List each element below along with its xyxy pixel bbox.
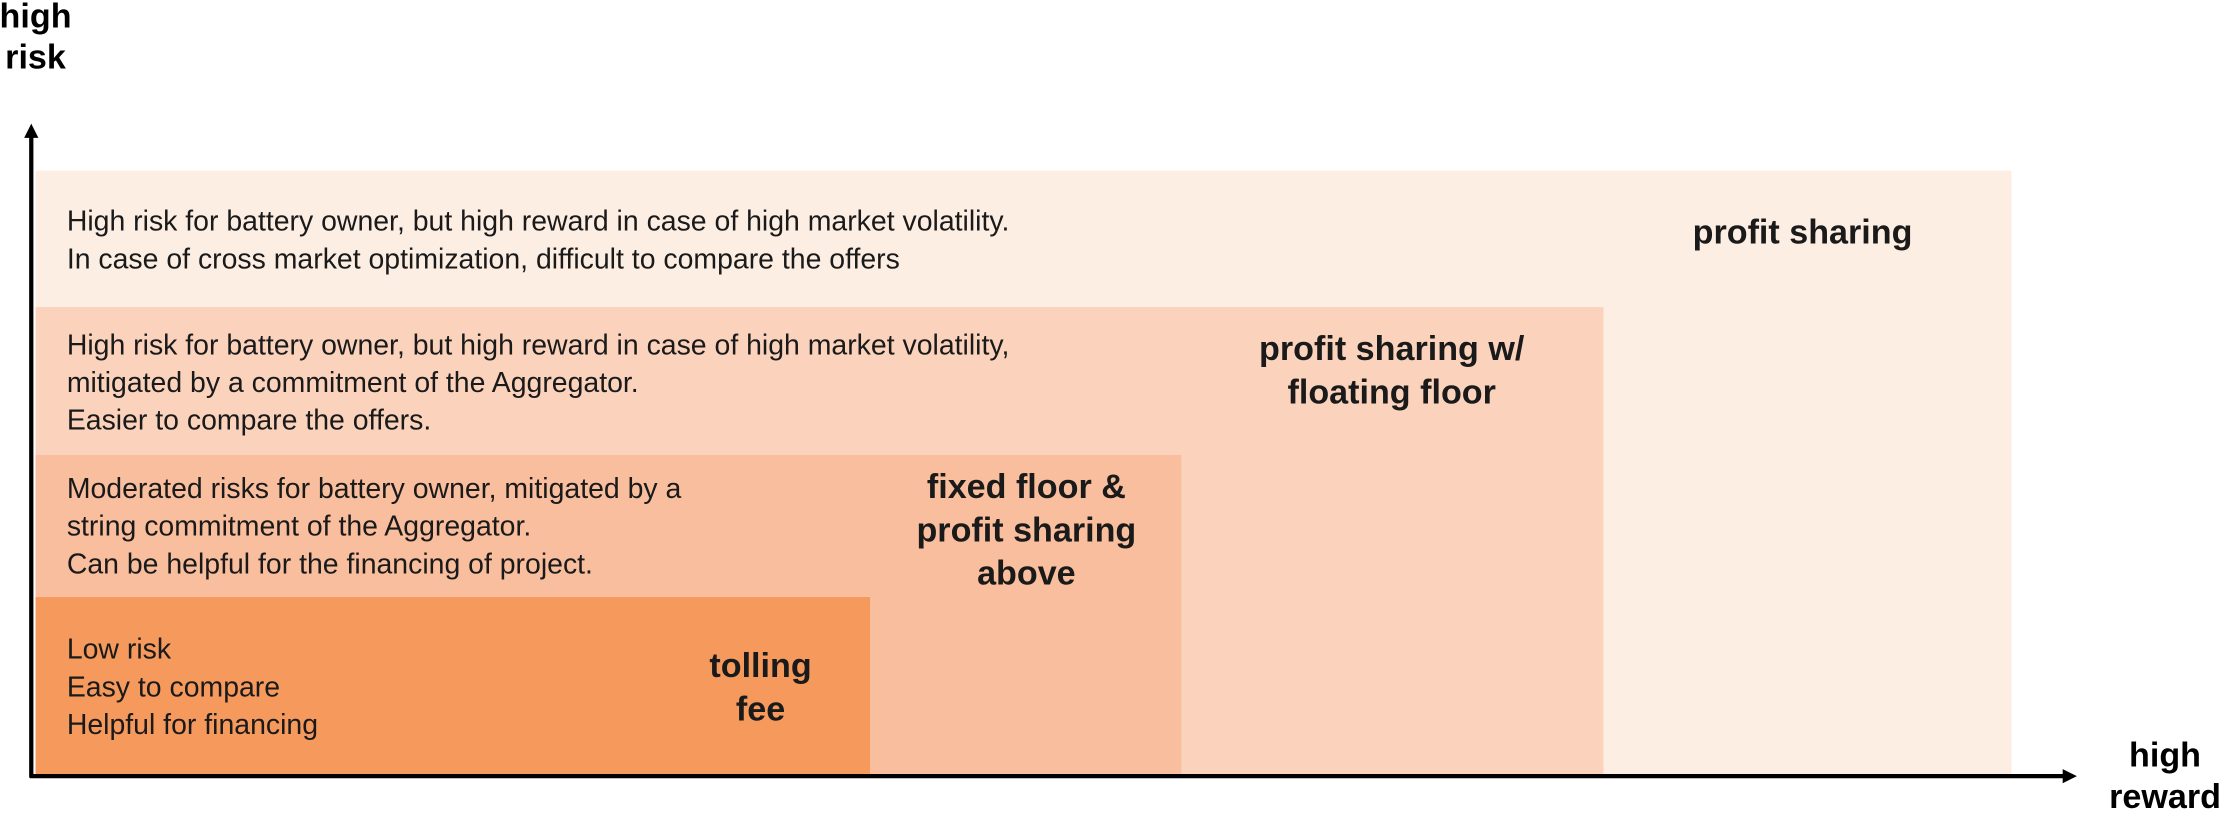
tier-description: In case of cross market optimization, di… — [67, 243, 900, 275]
tier-description: Moderated risks for battery owner, mitig… — [67, 473, 682, 505]
tier-title: fee — [736, 691, 785, 729]
y-axis-label: high — [0, 0, 72, 36]
tier-title: floating floor — [1288, 374, 1496, 412]
tier-description: Easy to compare — [67, 671, 280, 703]
tier-title: profit sharing — [1693, 214, 1913, 252]
tier-description: Low risk — [67, 634, 172, 666]
tier-description: Easier to compare the offers. — [67, 405, 431, 437]
tier-description: High risk for battery owner, but high re… — [67, 329, 1010, 361]
x-axis-label: high — [2129, 737, 2201, 775]
tier-title: tolling — [709, 647, 811, 685]
tier-description: mitigated by a commitment of the Aggrega… — [67, 367, 639, 399]
tier-tolling-fee — [35, 597, 870, 777]
y-axis-label: risk — [5, 39, 66, 77]
tier-title: profit sharing — [916, 511, 1136, 549]
x-axis-label: reward — [2109, 778, 2221, 814]
tier-description: Helpful for financing — [67, 709, 318, 741]
tier-description: Can be helpful for the financing of proj… — [67, 548, 593, 580]
tier-description: High risk for battery owner, but high re… — [67, 206, 1010, 238]
tier-title: above — [977, 555, 1076, 593]
tier-title: fixed floor & — [927, 468, 1126, 506]
tier-title: profit sharing w/ — [1259, 330, 1525, 368]
tier-description: string commitment of the Aggregator. — [67, 511, 531, 543]
